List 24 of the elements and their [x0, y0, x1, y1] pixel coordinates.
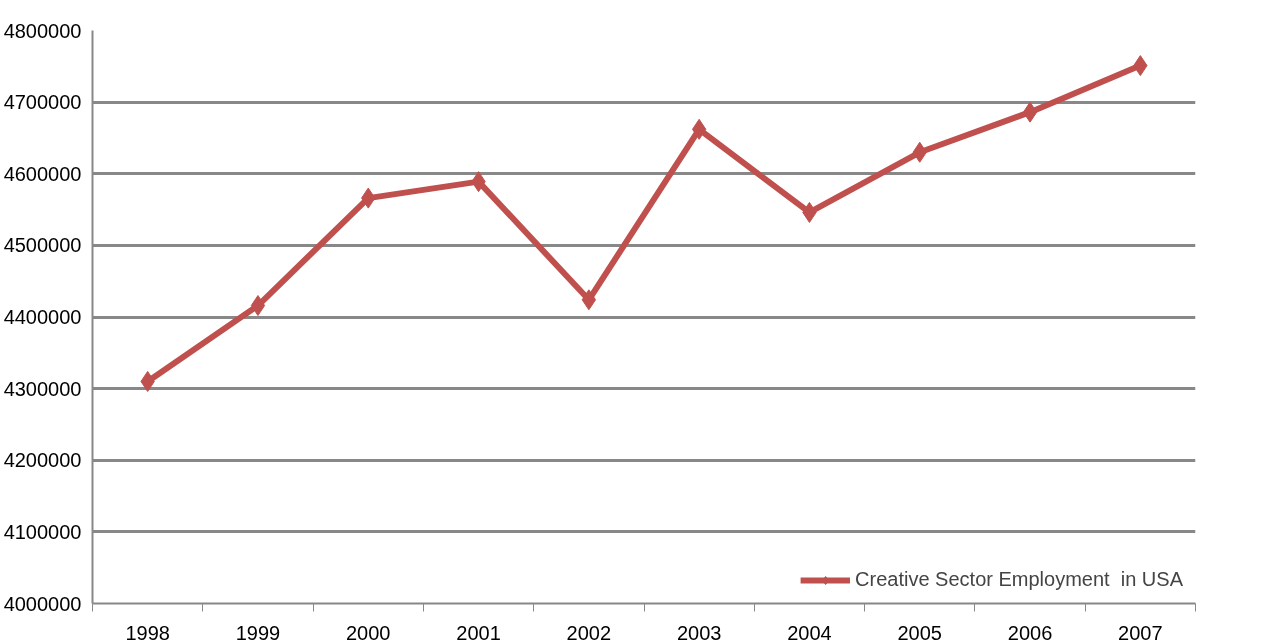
x-tick-label: 2000	[346, 621, 391, 644]
y-tick-label: 4500000	[3, 234, 82, 257]
point	[250, 295, 266, 317]
x-tick-label: 2006	[1007, 621, 1053, 644]
y-tick-label: 4300000	[3, 377, 82, 400]
point	[1022, 101, 1038, 123]
x-tick-label: 2004	[787, 621, 832, 644]
y-tick-label: 4000000	[3, 592, 82, 615]
point	[691, 118, 707, 140]
x-tick-label: 2003	[676, 621, 722, 644]
y-tick-label: 4600000	[3, 162, 82, 185]
x-tick-label: 2005	[897, 621, 942, 644]
y-tick-label: 4100000	[3, 520, 82, 543]
y-tick-label: 4400000	[3, 306, 82, 328]
point	[581, 289, 597, 311]
y-tick-label: 4700000	[3, 91, 82, 114]
x-tick-label: 2007	[1118, 621, 1163, 644]
x-tick-label: 1998	[125, 621, 170, 644]
x-tick-label: 2002	[566, 621, 612, 644]
y-tick-label: 4800000	[3, 19, 82, 42]
x-tick-label: 1999	[235, 621, 281, 644]
x-tick-label: 2001	[456, 621, 501, 644]
legend-label: Creative Sector Employment in USA	[855, 568, 1183, 591]
y-tick-label: 4200000	[3, 449, 82, 472]
